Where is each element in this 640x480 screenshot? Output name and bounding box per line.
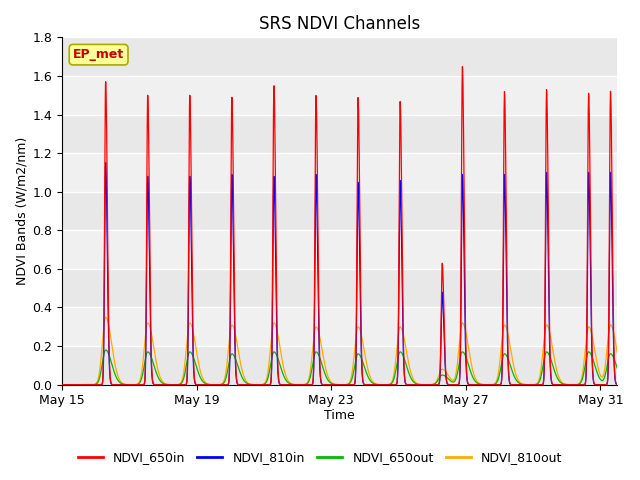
Title: SRS NDVI Channels: SRS NDVI Channels <box>259 15 420 33</box>
Bar <box>62 308 617 346</box>
Bar <box>62 269 617 308</box>
Bar <box>62 153 617 192</box>
Bar <box>62 76 617 115</box>
Bar <box>62 230 617 269</box>
Bar <box>62 37 617 76</box>
X-axis label: Time: Time <box>324 409 355 422</box>
Text: EP_met: EP_met <box>73 48 124 61</box>
Bar <box>62 346 617 384</box>
Legend: NDVI_650in, NDVI_810in, NDVI_650out, NDVI_810out: NDVI_650in, NDVI_810in, NDVI_650out, NDV… <box>72 446 568 469</box>
Bar <box>62 192 617 230</box>
Bar <box>62 115 617 153</box>
Y-axis label: NDVI Bands (W/m2/nm): NDVI Bands (W/m2/nm) <box>15 137 28 285</box>
